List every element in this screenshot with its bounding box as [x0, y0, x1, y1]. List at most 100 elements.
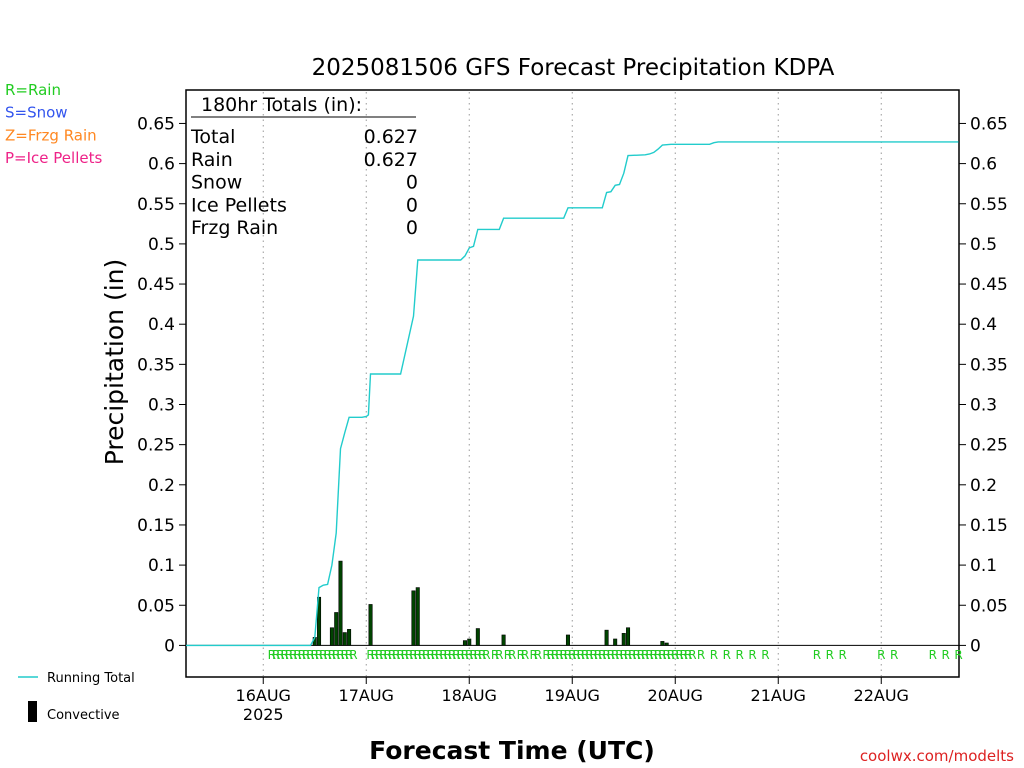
- y-axis-right: 0 0.05 0.1 0.15 0.2 0.25 0.3 0.35 0.4 0.45 0.5 0.55…: [959, 114, 1008, 656]
- x-tick-label: 21AUG: [751, 686, 806, 705]
- precip-type-mark: R: [929, 648, 937, 662]
- precip-type-mark: R: [551, 648, 559, 662]
- precip-type-mark: R: [688, 648, 696, 662]
- precip-type-mark: R: [534, 648, 542, 662]
- precip-type-mark: R: [607, 648, 615, 662]
- precip-type-legend-item: S=Snow: [5, 104, 68, 122]
- totals-row-value: 0.627: [364, 149, 418, 171]
- precip-type-mark: R: [281, 648, 289, 662]
- precip-type-mark: R: [439, 648, 447, 662]
- precip-type-mark: R: [396, 648, 404, 662]
- precip-type-mark: R: [611, 648, 619, 662]
- precip-type-mark: R: [276, 648, 284, 662]
- precip-type-mark: R: [315, 648, 323, 662]
- convective-bar: [338, 560, 343, 646]
- precip-type-mark: R: [654, 648, 662, 662]
- y-tick-label-left: 0.15: [137, 516, 175, 536]
- precip-type-mark: R: [452, 648, 460, 662]
- y-axis-label: Precipitation (in): [100, 259, 129, 466]
- precip-type-mark: R: [405, 648, 413, 662]
- precip-type-mark: R: [366, 648, 374, 662]
- precip-type-mark: R: [602, 648, 610, 662]
- totals-row-value: 0: [406, 172, 418, 194]
- precip-type-mark: R: [723, 648, 731, 662]
- precip-type-legend-item: P=Ice Pellets: [5, 149, 102, 167]
- precip-type-mark: R: [761, 648, 769, 662]
- precip-type-mark: R: [491, 648, 499, 662]
- precip-type-mark: R: [293, 648, 301, 662]
- precip-type-mark: R: [890, 648, 898, 662]
- precip-type-mark: R: [590, 648, 598, 662]
- convective-bars: [312, 560, 669, 646]
- x-tick-label: 16AUG: [236, 686, 291, 705]
- y-tick-label-right: 0.15: [970, 516, 1008, 536]
- precip-type-mark: R: [289, 648, 297, 662]
- convective-bar: [475, 628, 480, 646]
- y-tick-label-right: 0.3: [970, 396, 997, 416]
- y-tick-label-left: 0.65: [137, 114, 175, 134]
- y-axis-left: 0 0.05 0.1 0.15 0.2 0.25 0.3 0.35 0.4 0.45 0.5 0.55…: [137, 114, 186, 656]
- precip-type-mark: R: [577, 648, 585, 662]
- precip-type-legend-item: Z=Frzg Rain: [5, 126, 97, 144]
- precip-type-mark: R: [414, 648, 422, 662]
- precip-type-mark: R: [426, 648, 434, 662]
- precip-type-mark: R: [529, 648, 537, 662]
- precip-type-mark: R: [658, 648, 666, 662]
- precip-type-mark: R: [555, 648, 563, 662]
- precip-type-mark: R: [675, 648, 683, 662]
- precip-type-mark: R: [813, 648, 821, 662]
- precip-type-mark: R: [542, 648, 550, 662]
- precip-type-mark: R: [710, 648, 718, 662]
- precip-type-mark: R: [581, 648, 589, 662]
- precip-type-mark: R: [585, 648, 593, 662]
- precip-type-mark: R: [435, 648, 443, 662]
- precip-type-mark: R: [469, 648, 477, 662]
- convective-bar: [626, 627, 631, 646]
- convective-legend-swatch: [28, 701, 37, 722]
- precip-type-mark: R: [632, 648, 640, 662]
- precip-type-mark: R: [697, 648, 705, 662]
- precip-type-mark: R: [272, 648, 280, 662]
- x-tick-label: 18AUG: [442, 686, 497, 705]
- precip-type-mark: R: [671, 648, 679, 662]
- precip-type-mark: R: [838, 648, 846, 662]
- convective-bar: [604, 629, 609, 646]
- convective-bar: [415, 587, 420, 646]
- convective-bar: [317, 596, 322, 646]
- totals-row-value: 0: [406, 194, 418, 216]
- precip-type-mark: R: [448, 648, 456, 662]
- day-gridlines: [262, 92, 882, 676]
- x-tick-label: 17AUG: [339, 686, 394, 705]
- running-total-legend-label: Running Total: [47, 671, 135, 686]
- convective-bar: [621, 633, 626, 646]
- precip-type-mark: R: [341, 648, 349, 662]
- y-tick-label-right: 0.4: [970, 315, 997, 335]
- precip-type-mark: R: [388, 648, 396, 662]
- precip-type-mark: R: [444, 648, 452, 662]
- credit-text: coolwx.com/modelts: [860, 747, 1014, 765]
- precip-type-legend: R=Rain S=Snow Z=Frzg Rain P=Ice Pellets: [5, 81, 102, 167]
- precip-type-mark: R: [349, 648, 357, 662]
- precip-type-mark: R: [568, 648, 576, 662]
- precip-type-mark: R: [298, 648, 306, 662]
- convective-bar: [565, 634, 570, 646]
- precip-type-mark: R: [384, 648, 392, 662]
- precip-type-mark: R: [748, 648, 756, 662]
- precip-type-mark: R: [311, 648, 319, 662]
- totals-row-value: 0.627: [364, 126, 418, 148]
- precip-type-mark: R: [422, 648, 430, 662]
- convective-bar: [501, 634, 506, 646]
- x-tick-label: 19AUG: [545, 686, 600, 705]
- precip-type-mark: R: [495, 648, 503, 662]
- precip-type-mark: R: [641, 648, 649, 662]
- precip-type-mark: R: [474, 648, 482, 662]
- precip-type-mark: R: [379, 648, 387, 662]
- precip-type-mark: R: [418, 648, 426, 662]
- y-tick-label-right: 0.1: [970, 556, 997, 576]
- convective-bar: [411, 590, 416, 646]
- precip-type-mark: R: [954, 648, 962, 662]
- totals-row-label: Ice Pellets: [191, 194, 287, 216]
- convective-bar: [368, 604, 373, 646]
